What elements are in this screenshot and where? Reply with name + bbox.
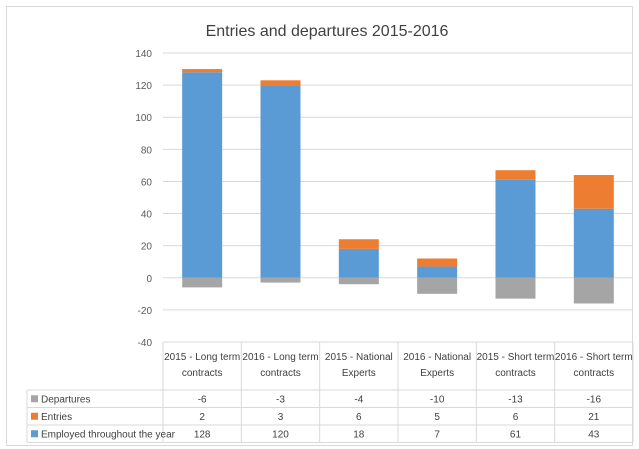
bar-departures: [260, 277, 301, 283]
legend-key: [31, 412, 38, 420]
category-label: contracts: [260, 368, 301, 379]
data-label: 6: [513, 412, 519, 423]
data-label: -13: [508, 394, 523, 405]
bar-entries: [417, 258, 458, 267]
data-label: 120: [272, 429, 289, 440]
data-label: 6: [356, 412, 362, 423]
category-label: 2016 - Short term: [555, 352, 633, 363]
y-tick-label: 20: [141, 242, 153, 253]
category-label: contracts: [182, 368, 223, 379]
data-label: 3: [278, 412, 284, 423]
bar-employed: [338, 248, 379, 278]
bar-entries: [260, 80, 301, 86]
y-tick-label: 60: [141, 177, 153, 188]
y-tick-label: 40: [141, 210, 153, 221]
bar-departures: [417, 277, 458, 294]
data-label: 7: [434, 429, 440, 440]
y-tick-label: -40: [138, 338, 153, 349]
chart-title: Entries and departures 2015-2016: [206, 23, 449, 40]
category-label: 2015 - Short term: [477, 352, 555, 363]
bar-entries: [573, 175, 614, 209]
grid: [163, 52, 633, 311]
data-label: 2: [199, 412, 205, 423]
y-tick-label: 0: [146, 274, 152, 285]
data-label: 128: [194, 429, 211, 440]
bar-employed: [182, 72, 223, 278]
y-tick-label: -20: [138, 306, 153, 317]
y-tick-label: 80: [141, 145, 153, 156]
bar-departures: [338, 277, 379, 285]
bar-departures: [573, 277, 614, 304]
bars: [182, 69, 614, 304]
bar-entries: [182, 69, 223, 73]
y-tick-label: 120: [135, 81, 152, 92]
category-label: Experts: [342, 368, 376, 379]
bar-employed: [495, 179, 536, 278]
category-label: 2015 - Long term: [164, 352, 240, 363]
bar-employed: [260, 85, 301, 278]
data-label: -6: [198, 394, 207, 405]
category-label: 2015 - National: [325, 352, 393, 363]
legend-label: Departures: [41, 394, 90, 405]
category-label: contracts: [574, 368, 615, 379]
data-label: -3: [276, 394, 285, 405]
legend-key: [31, 430, 38, 438]
data-label: -4: [354, 394, 363, 405]
y-tick-label: 140: [135, 49, 152, 60]
y-axis-ticks: 140 120 100 80 60 40 20 0 -20 -40: [135, 49, 152, 349]
category-label: 2016 - Long term: [242, 352, 318, 363]
data-label: 5: [434, 412, 440, 423]
legend-label: Employed throughout the year: [41, 429, 176, 440]
bar-entries: [338, 239, 379, 249]
data-label: 61: [510, 429, 522, 440]
bar-employed: [417, 266, 458, 278]
bar-departures: [182, 277, 223, 288]
data-label: 18: [353, 429, 365, 440]
category-label: 2016 - National: [403, 352, 471, 363]
data-table: 2015 - Long term contracts 2016 - Long ter…: [26, 341, 634, 443]
data-label: 43: [588, 429, 600, 440]
legend-key: [31, 395, 38, 403]
category-label: contracts: [495, 368, 536, 379]
data-label: 21: [588, 412, 600, 423]
bar-departures: [495, 277, 536, 299]
bar-entries: [495, 170, 536, 180]
data-label: -16: [587, 394, 602, 405]
y-tick-label: 100: [135, 113, 152, 124]
bar-employed: [573, 208, 614, 278]
data-label: -10: [430, 394, 445, 405]
legend-label: Entries: [41, 412, 72, 423]
category-label: Experts: [420, 368, 454, 379]
